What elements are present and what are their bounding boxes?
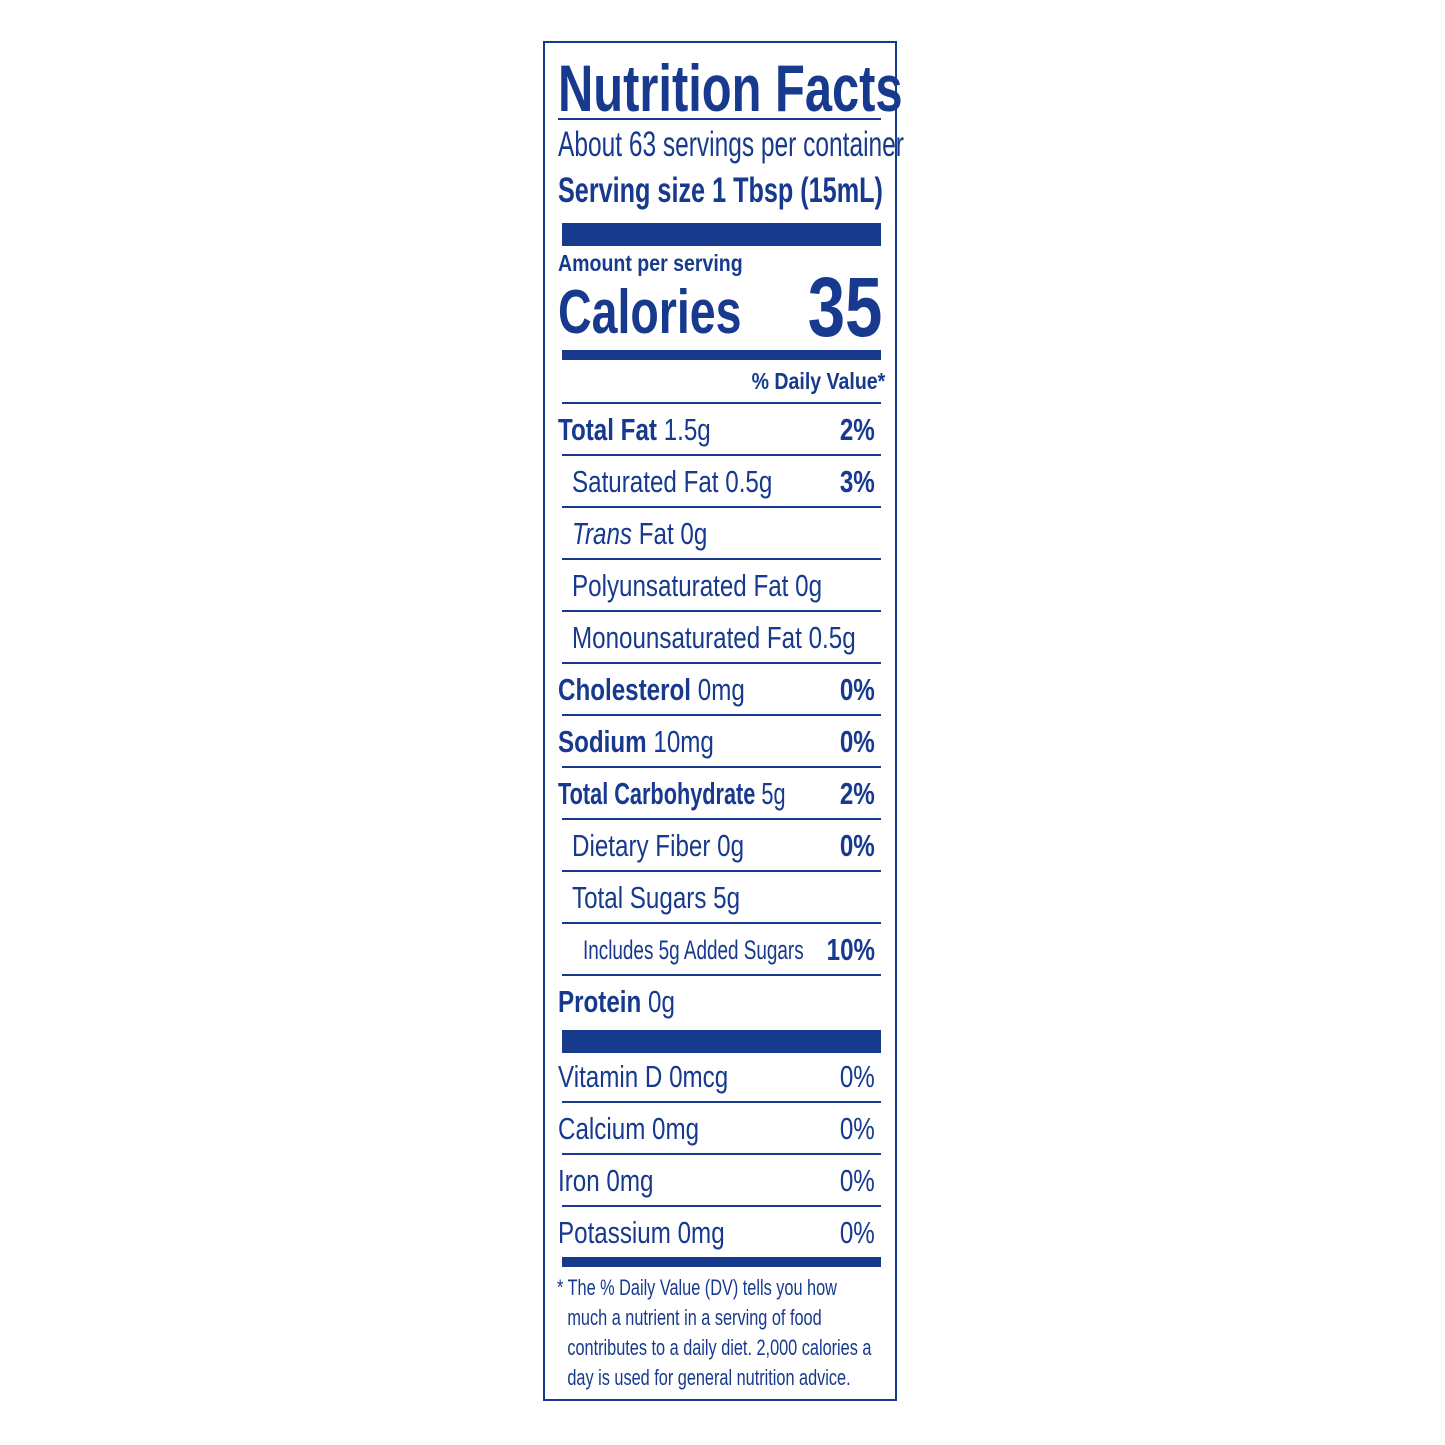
- nutrient-row-trans-fat: Trans Fat 0g: [562, 508, 881, 560]
- nutrition-label: [543, 41, 897, 1401]
- nutrient-amount: 10mg: [653, 724, 714, 759]
- nutrient-name: Total Sugars: [572, 880, 707, 915]
- nutrient-dv: 0%: [840, 828, 875, 863]
- vitamin-row: Calcium 0mg 0%: [558, 1103, 881, 1155]
- nutrient-name: Trans: [572, 516, 633, 551]
- serving-size: Serving size 1 Tbsp (15mL): [558, 170, 1009, 212]
- vitamin-row: Iron 0mg 0%: [558, 1155, 881, 1207]
- footnote: * The % Daily Value (DV) tells you how m…: [557, 1273, 887, 1393]
- calories-value-text: 35: [807, 260, 882, 354]
- nutrient-dv: 10%: [826, 932, 875, 967]
- divider: [558, 118, 881, 120]
- nutrient-row-monounsaturated-fat: Monounsaturated Fat 0.5g: [562, 612, 881, 664]
- nutrient-amount: 0g: [680, 516, 708, 551]
- nutrient-row-protein: Protein 0g: [558, 976, 881, 1030]
- nutrient-dv: 3%: [840, 464, 875, 499]
- divider: [562, 402, 881, 404]
- nutrient-amount: 0g: [648, 984, 675, 1019]
- daily-value-header: % Daily Value*: [728, 367, 885, 395]
- calories-value: 35: [789, 262, 882, 352]
- nutrient-name-rest: Fat: [638, 516, 674, 551]
- vitamin-rows: Vitamin D 0mcg 0% Calcium 0mg 0% Iron 0mg 0…: [558, 1051, 881, 1257]
- nutrient-row-saturated-fat: Saturated Fat 0.5g 3%: [562, 456, 881, 508]
- nutrient-name: Monounsaturated Fat: [572, 620, 802, 655]
- nutrient-row-added-sugars: Includes 5g Added Sugars 10%: [562, 924, 881, 976]
- vitamin-name: Calcium 0mg: [558, 1111, 700, 1146]
- nutrient-amount: 1.5g: [663, 412, 711, 447]
- nutrient-dv: 0%: [840, 672, 875, 707]
- thick-divider: [562, 1030, 881, 1053]
- nutrient-amount: 0g: [795, 568, 823, 603]
- calories-label: Calories: [558, 278, 803, 348]
- amount-per-serving-text: Amount per serving: [558, 250, 743, 276]
- nutrient-row-total-fat: Total Fat 1.5g 2%: [558, 404, 881, 456]
- vitamin-name: Potassium 0mg: [558, 1215, 725, 1250]
- label-title: Nutrition Facts: [558, 52, 1024, 124]
- vitamin-dv: 0%: [840, 1111, 875, 1146]
- nutrient-row-total-carbohydrate: Total Carbohydrate 5g 2%: [558, 768, 881, 820]
- footnote-text: * The % Daily Value (DV) tells you how m…: [557, 1275, 872, 1390]
- medium-divider: [562, 350, 881, 360]
- nutrient-amount: 0.5g: [808, 620, 856, 655]
- nutrient-amount: 0mg: [697, 672, 745, 707]
- nutrient-row-total-sugars: Total Sugars 5g: [562, 872, 881, 924]
- vitamin-dv: 0%: [840, 1215, 875, 1250]
- vitamin-name: Iron 0mg: [558, 1163, 654, 1198]
- nutrient-name: Polyunsaturated Fat: [572, 568, 789, 603]
- vitamin-dv: 0%: [840, 1163, 875, 1198]
- nutrient-amount: 5g: [713, 880, 741, 915]
- daily-value-header-text: % Daily Value*: [751, 368, 885, 394]
- nutrient-rows: Total Fat 1.5g 2% Saturated Fat 0.5g 3% Tr…: [558, 404, 881, 1030]
- vitamin-row: Vitamin D 0mcg 0%: [558, 1051, 881, 1103]
- nutrient-dv: 2%: [840, 776, 875, 811]
- nutrient-name: Includes 5g Added Sugars: [583, 935, 804, 965]
- vitamin-row: Potassium 0mg 0%: [558, 1207, 881, 1257]
- vitamin-name: Vitamin D 0mcg: [558, 1059, 729, 1094]
- thick-divider: [562, 223, 881, 246]
- nutrient-name: Protein: [558, 984, 642, 1019]
- nutrient-amount: 0g: [717, 828, 745, 863]
- nutrient-name: Total Carbohydrate: [558, 776, 756, 811]
- nutrient-dv: 2%: [840, 412, 875, 447]
- nutrient-amount: 5g: [761, 776, 786, 811]
- servings-text: About 63 servings per container: [558, 125, 904, 164]
- servings-per-container: About 63 servings per container: [558, 124, 1052, 166]
- nutrient-row-sodium: Sodium 10mg 0%: [558, 716, 881, 768]
- nutrient-name: Dietary Fiber: [572, 828, 711, 863]
- label-title-text: Nutrition Facts: [558, 51, 903, 125]
- medium-divider: [562, 1257, 881, 1267]
- nutrient-row-dietary-fiber: Dietary Fiber 0g 0%: [562, 820, 881, 872]
- nutrient-name: Sodium: [558, 724, 647, 759]
- nutrient-row-polyunsaturated-fat: Polyunsaturated Fat 0g: [562, 560, 881, 612]
- nutrient-row-cholesterol: Cholesterol 0mg 0%: [558, 664, 881, 716]
- vitamin-dv: 0%: [840, 1059, 875, 1094]
- nutrient-amount: 0.5g: [725, 464, 773, 499]
- nutrient-name: Cholesterol: [558, 672, 692, 707]
- serving-size-text: Serving size 1 Tbsp (15mL): [558, 171, 883, 210]
- calories-label-text: Calories: [558, 278, 742, 347]
- nutrient-name: Total Fat: [558, 412, 657, 447]
- nutrient-dv: 0%: [840, 724, 875, 759]
- nutrient-name: Saturated Fat: [572, 464, 719, 499]
- amount-per-serving: Amount per serving: [558, 250, 775, 276]
